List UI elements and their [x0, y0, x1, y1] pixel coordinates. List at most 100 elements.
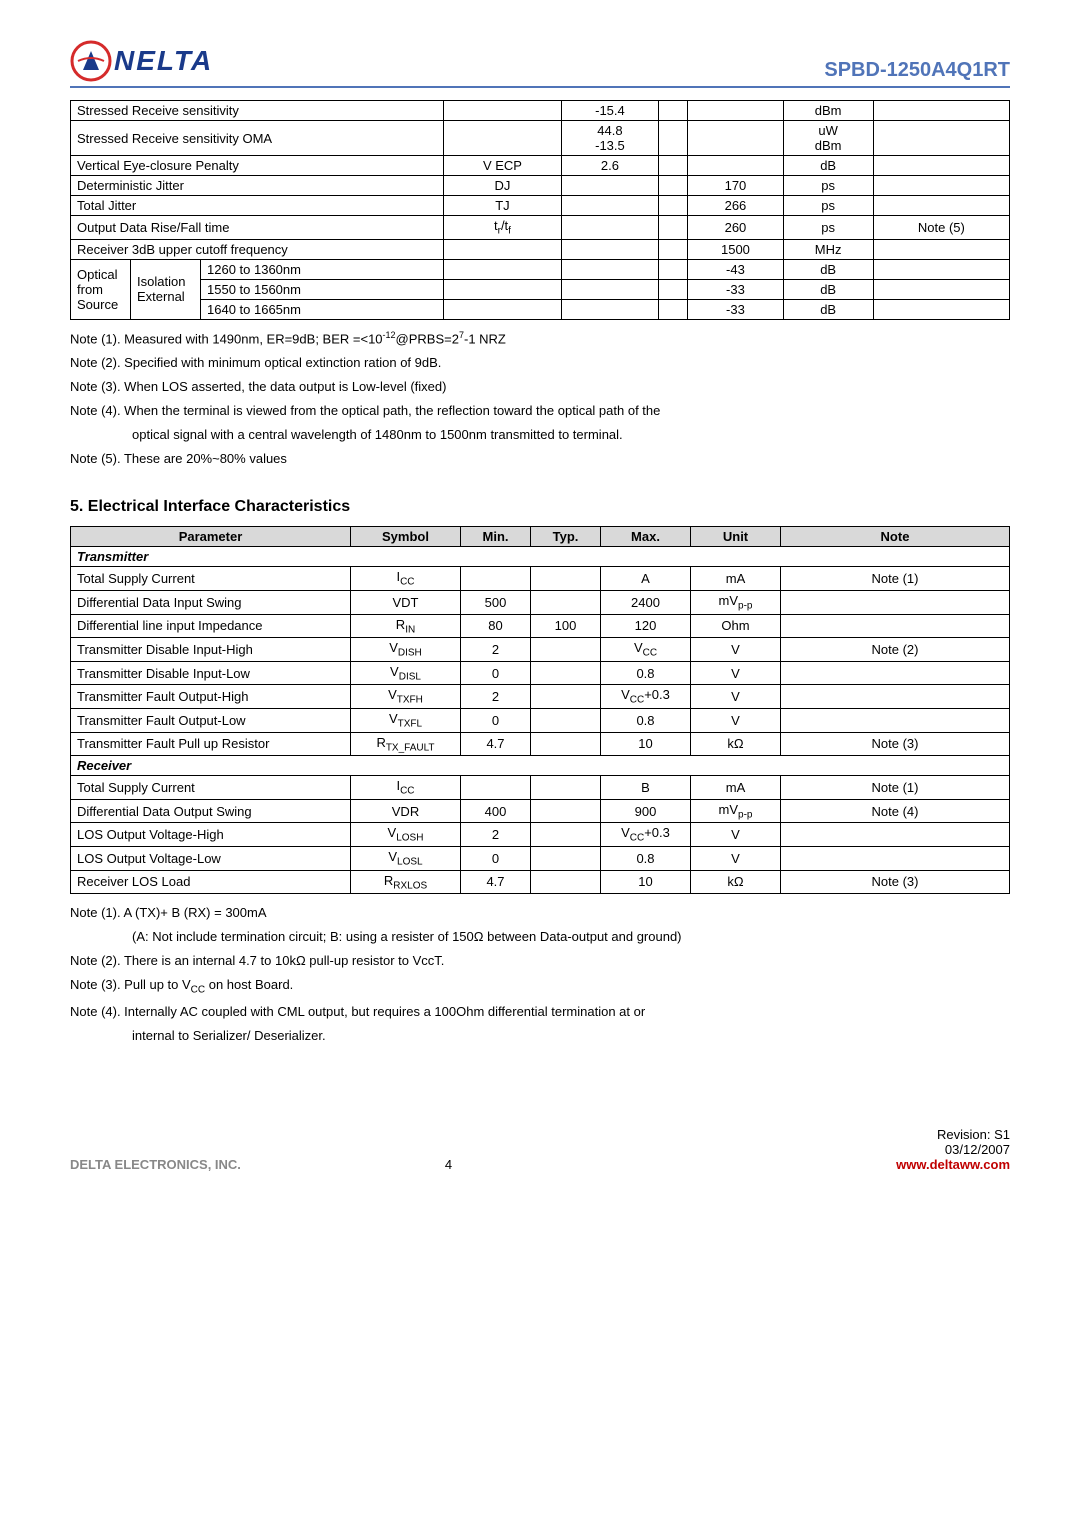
cell: 10 [601, 870, 691, 894]
cell: kΩ [691, 732, 781, 756]
cell [531, 823, 601, 847]
url-text: www.deltaww.com [896, 1157, 1010, 1172]
cell: Note (3) [781, 870, 1010, 894]
col-header: Parameter [71, 527, 351, 547]
cell [873, 299, 1009, 319]
cell: 1550 to 1560nm [201, 279, 444, 299]
cell: 0 [461, 847, 531, 871]
col-header: Min. [461, 527, 531, 547]
cell: B [601, 776, 691, 800]
page-number: 4 [445, 1157, 452, 1172]
table-row: Transmitter Fault Pull up ResistorRTX_FA… [71, 732, 1010, 756]
company-name: DELTA ELECTRONICS, INC. [70, 1157, 241, 1172]
cell [531, 870, 601, 894]
table-header-row: Parameter Symbol Min. Typ. Max. Unit Not… [71, 527, 1010, 547]
symbol-cell: RRXLOS [351, 870, 461, 894]
cell [531, 638, 601, 662]
param-cell: Total Supply Current [71, 776, 351, 800]
cell: 0.8 [601, 661, 691, 685]
cell: 0 [461, 661, 531, 685]
cell: 100 [531, 614, 601, 638]
symbol-cell: VTXFL [351, 709, 461, 733]
cell: -33 [688, 279, 783, 299]
table-row: Transmitter Fault Output-HighVTXFH2VCC+0… [71, 685, 1010, 709]
cell [461, 776, 531, 800]
cell [658, 299, 688, 319]
cell [781, 847, 1010, 871]
note-text: (A: Not include termination circuit; B: … [70, 926, 1010, 948]
cell [873, 101, 1009, 121]
cell: A [601, 567, 691, 591]
cell [873, 239, 1009, 259]
cell [531, 661, 601, 685]
param-cell: Receiver LOS Load [71, 870, 351, 894]
cell: 266 [688, 196, 783, 216]
col-header: Unit [691, 527, 781, 547]
cell [562, 216, 659, 240]
cell [658, 216, 688, 240]
cell: VCC+0.3 [601, 823, 691, 847]
param-cell: Transmitter Fault Output-Low [71, 709, 351, 733]
table-row: Stressed Receive sensitivity OMA 44.8-13… [71, 121, 1010, 156]
cell [531, 732, 601, 756]
table-row: Vertical Eye-closure Penalty V ECP 2.6 d… [71, 156, 1010, 176]
cell [443, 259, 561, 279]
table-row: Receiver 3dB upper cutoff frequency 1500… [71, 239, 1010, 259]
table-row: Total Supply CurrentICCAmANote (1) [71, 567, 1010, 591]
cell: TJ [443, 196, 561, 216]
cell [873, 196, 1009, 216]
note-text: Note (1). Measured with 1490nm, ER=9dB; … [70, 328, 1010, 350]
table-row: Transmitter Disable Input-HighVDISH2VCCV… [71, 638, 1010, 662]
param-cell: Total Supply Current [71, 567, 351, 591]
note-text: optical signal with a central wavelength… [70, 424, 1010, 446]
cell: -15.4 [562, 101, 659, 121]
logo: NELTA [70, 40, 213, 82]
symbol-cell: RIN [351, 614, 461, 638]
cell [562, 299, 659, 319]
cell: V ECP [443, 156, 561, 176]
cell: 1260 to 1360nm [201, 259, 444, 279]
cell [562, 279, 659, 299]
cell: 400 [461, 799, 531, 823]
cell [562, 259, 659, 279]
cell: Note (4) [781, 799, 1010, 823]
cell: OpticalfromSource [71, 259, 131, 319]
param-cell: Transmitter Fault Pull up Resistor [71, 732, 351, 756]
table-row: Differential line input ImpedanceRIN8010… [71, 614, 1010, 638]
symbol-cell: ICC [351, 776, 461, 800]
cell: -43 [688, 259, 783, 279]
table-row: Receiver [71, 756, 1010, 776]
cell: mVp-p [691, 591, 781, 615]
col-header: Max. [601, 527, 691, 547]
cell: Note (5) [873, 216, 1009, 240]
note-text: Note (3). Pull up to VCC on host Board. [70, 974, 1010, 999]
param-cell: Stressed Receive sensitivity OMA [71, 121, 444, 156]
cell: uWdBm [783, 121, 873, 156]
cell: 4.7 [461, 870, 531, 894]
symbol-cell: VLOSL [351, 847, 461, 871]
col-header: Typ. [531, 527, 601, 547]
symbol-cell: VLOSH [351, 823, 461, 847]
cell: tr/tf [443, 216, 561, 240]
table-row: LOS Output Voltage-HighVLOSH2VCC+0.3V [71, 823, 1010, 847]
cell [781, 685, 1010, 709]
table-row: LOS Output Voltage-LowVLOSL00.8V [71, 847, 1010, 871]
table-row: Transmitter Disable Input-LowVDISL00.8V [71, 661, 1010, 685]
cell [873, 259, 1009, 279]
table-row: 1550 to 1560nm -33 dB [71, 279, 1010, 299]
cell [873, 176, 1009, 196]
cell [562, 196, 659, 216]
cell [873, 121, 1009, 156]
part-number: SPBD-1250A4Q1RT [824, 59, 1010, 82]
param-cell: Output Data Rise/Fall time [71, 216, 444, 240]
param-cell: Total Jitter [71, 196, 444, 216]
cell: kΩ [691, 870, 781, 894]
param-cell: Differential line input Impedance [71, 614, 351, 638]
table-row: 1640 to 1665nm -33 dB [71, 299, 1010, 319]
table-row: Differential Data Output SwingVDR400900m… [71, 799, 1010, 823]
cell: V [691, 709, 781, 733]
cell [531, 709, 601, 733]
cell [658, 259, 688, 279]
cell [562, 176, 659, 196]
table-row: OpticalfromSource IsolationExternal 1260… [71, 259, 1010, 279]
